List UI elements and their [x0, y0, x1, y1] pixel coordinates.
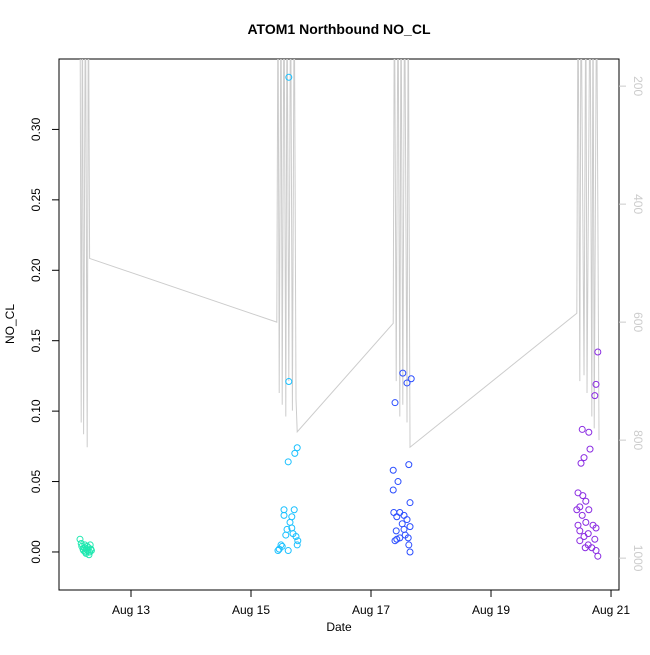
data-point	[290, 506, 298, 514]
x-tick-label: Aug 15	[232, 603, 270, 617]
data-point	[592, 380, 600, 388]
data-point	[285, 73, 293, 81]
data-point	[393, 535, 401, 543]
data-point	[404, 534, 412, 542]
data-point	[407, 375, 415, 383]
y-tick-label: 0.25	[29, 188, 43, 212]
data-point	[585, 428, 593, 436]
data-point	[591, 392, 599, 400]
data-point	[392, 527, 400, 535]
data-point	[578, 425, 586, 433]
x-axis-label: Date	[326, 620, 352, 634]
data-point	[573, 506, 581, 514]
data-point	[577, 459, 585, 467]
y-tick-label: 0.10	[29, 399, 43, 423]
data-point	[403, 379, 411, 387]
y-tick-label: 0.00	[29, 540, 43, 564]
data-point	[280, 511, 288, 519]
data-point	[285, 378, 293, 386]
data-point	[391, 537, 399, 545]
data-point	[406, 548, 414, 556]
data-point	[282, 531, 290, 539]
plot-frame	[58, 58, 620, 591]
y-tick-label: 0.30	[29, 117, 43, 141]
data-point	[582, 518, 590, 526]
y-tick-label: 0.05	[29, 470, 43, 494]
data-point	[580, 532, 588, 540]
data-point	[87, 547, 95, 555]
data-point	[406, 499, 414, 507]
x-tick-label: Aug 21	[592, 603, 630, 617]
data-point	[278, 542, 286, 550]
data-point	[391, 399, 399, 407]
data-point	[274, 547, 282, 555]
y-axis-label: NO_CL	[3, 304, 17, 344]
data-point	[585, 506, 593, 514]
data-point	[594, 348, 602, 356]
x-tick-label: Aug 13	[112, 603, 150, 617]
data-point	[578, 511, 586, 519]
data-point	[405, 541, 413, 549]
data-point	[579, 492, 587, 500]
data-point	[592, 524, 600, 532]
data-point	[293, 541, 301, 549]
y2-tick-label: 600	[631, 312, 645, 332]
data-point	[389, 466, 397, 474]
data-point	[581, 544, 589, 552]
x-tick-label: Aug 17	[352, 603, 390, 617]
data-point	[294, 537, 302, 545]
data-point	[393, 513, 401, 521]
profile-line	[79, 59, 600, 449]
data-point	[394, 478, 402, 486]
data-point	[582, 497, 590, 505]
data-point	[292, 532, 300, 540]
plot-layer	[76, 59, 602, 560]
data-point	[405, 461, 413, 469]
data-point	[586, 445, 594, 453]
y2-tick-label: 400	[631, 194, 645, 214]
data-point	[399, 369, 407, 377]
x-tick-label: Aug 19	[472, 603, 510, 617]
data-point	[293, 444, 301, 452]
y2-tick-label: 200	[631, 76, 645, 96]
chart-title: ATOM1 Northbound NO_CL	[247, 21, 430, 37]
data-point	[389, 486, 397, 494]
data-point	[277, 541, 285, 549]
y-tick-label: 0.15	[29, 329, 43, 353]
data-point	[591, 535, 599, 543]
y2-tick-label: 800	[631, 430, 645, 450]
data-point	[288, 524, 296, 532]
data-point	[576, 537, 584, 545]
data-point	[580, 454, 588, 462]
data-point	[284, 547, 292, 555]
data-point	[284, 458, 292, 466]
data-point	[76, 535, 84, 543]
y2-tick-label: 1000	[631, 545, 645, 572]
data-point	[406, 523, 414, 531]
y-tick-label: 0.20	[29, 258, 43, 282]
data-point	[594, 552, 602, 560]
data-point	[576, 527, 584, 535]
data-point	[291, 449, 299, 457]
data-point	[403, 516, 411, 524]
